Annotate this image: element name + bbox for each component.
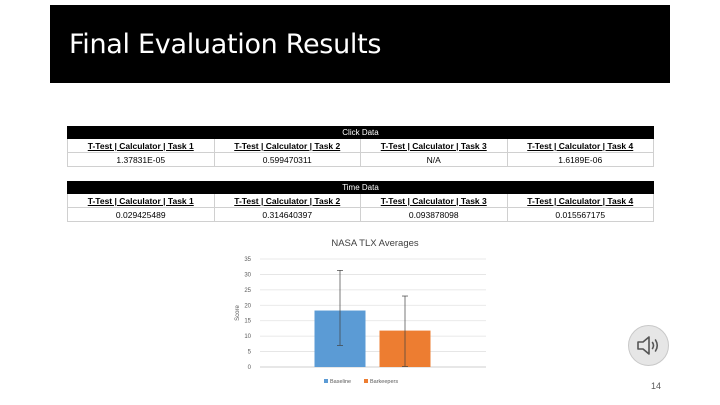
time-header-task-2: T-Test | Calculator | Task 2 [213,193,361,208]
y-tick-label: 35 [244,257,251,263]
y-tick-label: 30 [244,272,251,278]
click-value-task-2: 0.599470311 [213,152,361,167]
y-axis-label: Score [235,305,241,321]
time-value-task-1: 0.029425489 [67,207,215,222]
click-data-table: Click Data T-Test | Calculator | Task 1 … [67,126,654,167]
y-tick-label: 25 [244,288,251,294]
y-tick-label: 0 [248,365,252,371]
click-value-task-4: 1.6189E-06 [506,152,654,167]
time-value-task-4: 0.015567175 [506,207,654,222]
speaker-button[interactable] [628,325,669,366]
speaker-audio-icon [637,336,659,355]
y-tick-label: 15 [244,319,251,325]
click-data-caption: Click Data [67,126,654,139]
click-header-task-2: T-Test | Calculator | Task 2 [213,138,361,153]
chart-svg: NASA TLX Averages 0 5 10 15 20 25 30 35 Score Base… [235,238,486,385]
click-header-task-3: T-Test | Calculator | Task 3 [360,138,508,153]
legend-label-baseline: Baseline [330,379,351,385]
y-tick-label: 5 [248,350,252,356]
time-value-task-3: 0.093878098 [360,207,508,222]
time-header-task-4: T-Test | Calculator | Task 4 [506,193,654,208]
time-header-task-3: T-Test | Calculator | Task 3 [360,193,508,208]
slide-number: 14 [651,381,662,391]
time-data-caption: Time Data [67,181,654,194]
click-value-task-1: 1.37831E-05 [67,152,215,167]
title-bar: Final Evaluation Results [50,5,670,83]
time-data-table: Time Data T-Test | Calculator | Task 1 T… [67,181,654,222]
legend-label-barkeepers: Barkeepers [370,379,398,385]
chart-title: NASA TLX Averages [331,238,419,249]
time-header-task-1: T-Test | Calculator | Task 1 [67,193,215,208]
nasa-tlx-chart: NASA TLX Averages 0 5 10 15 20 25 30 35 Score Base… [228,232,496,392]
y-tick-label: 20 [244,303,251,309]
y-tick-label: 10 [244,334,251,340]
click-header-task-4: T-Test | Calculator | Task 4 [506,138,654,153]
click-header-task-1: T-Test | Calculator | Task 1 [67,138,215,153]
click-value-task-3: N/A [360,152,508,167]
time-value-task-2: 0.314640397 [213,207,361,222]
slide-title: Final Evaluation Results [69,29,382,60]
legend-swatch-barkeepers [364,379,368,383]
legend-swatch-baseline [324,379,328,383]
